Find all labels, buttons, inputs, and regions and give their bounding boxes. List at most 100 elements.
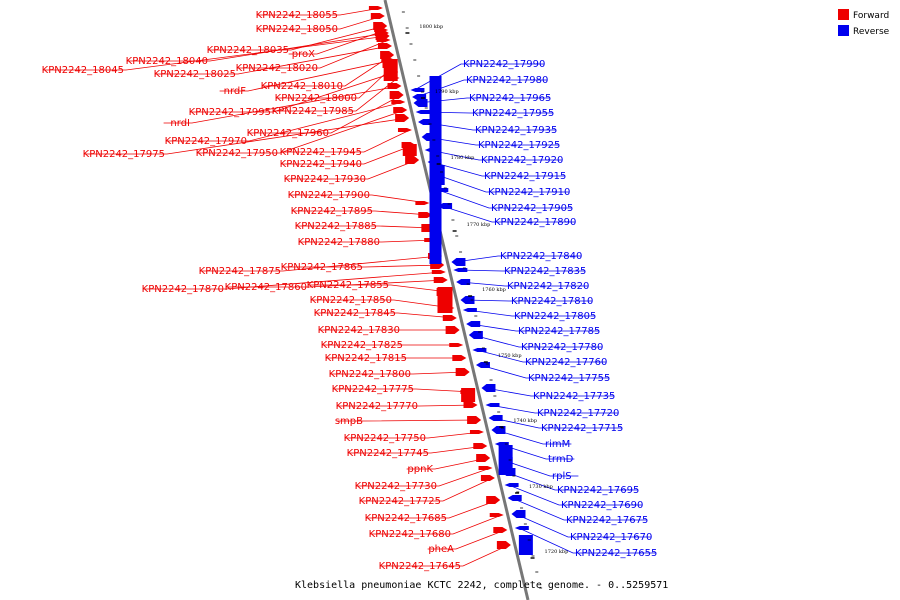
- gene-label-forward: KPN2242_17815: [325, 353, 407, 364]
- gene-label-forward: nrdI: [170, 118, 190, 129]
- gene-label-forward: pheA: [428, 544, 454, 555]
- gene-label-reverse: KPN2242_17915: [484, 171, 566, 182]
- gene-label-reverse: KPN2242_17820: [507, 281, 589, 292]
- gene-label-forward: KPN2242_17995: [189, 107, 271, 118]
- gene-arrow-forward: [467, 416, 482, 424]
- leader-line: [314, 312, 455, 319]
- gene-label-forward: KPN2242_17855: [307, 280, 389, 291]
- gene-arrow-reverse: [451, 258, 466, 266]
- gene-label-reverse: KPN2242_17955: [472, 108, 554, 119]
- gene-label-forward: KPN2242_17645: [379, 561, 461, 572]
- gene-label-forward: KPN2242_17680: [369, 529, 451, 540]
- gene-label-forward: KPN2242_17975: [83, 149, 165, 160]
- reverse-features: [410, 76, 533, 555]
- gene-block-forward: [437, 287, 453, 313]
- leader-line: [470, 323, 600, 332]
- gene-label-forward: KPN2242_17850: [310, 295, 392, 306]
- gene-arrow-forward: [418, 212, 433, 218]
- gene-label-forward: KPN2242_17845: [314, 308, 396, 319]
- gene-label-forward: KPN2242_17730: [355, 481, 437, 492]
- gene-label-forward: nrdF: [224, 86, 247, 97]
- gene-arrow-forward: [377, 43, 392, 49]
- gene-label-reverse: KPN2242_17840: [500, 251, 582, 262]
- gene-label-reverse: KPN2242_17675: [566, 515, 648, 526]
- gene-arrow-forward: [431, 270, 446, 274]
- gene-label-forward: KPN2242_17985: [272, 106, 354, 117]
- gene-arrow-forward: [380, 51, 395, 59]
- gene-arrow-reverse: [462, 308, 477, 312]
- gene-label-reverse: KPN2242_17720: [537, 408, 619, 419]
- leader-line: [355, 467, 491, 487]
- gene-arrow-reverse: [475, 362, 490, 368]
- gene-arrow-forward: [405, 156, 420, 164]
- leader-line: [479, 364, 610, 379]
- gene-label-forward: KPN2242_17770: [336, 401, 418, 412]
- gene-label-reverse: KPN2242_17735: [533, 391, 615, 402]
- gene-arrow-forward: [368, 6, 383, 10]
- genome-backbone: [383, 0, 530, 600]
- leader-line: [199, 255, 441, 272]
- gene-arrow-forward: [433, 277, 448, 283]
- scale-tick-label: 1750 kbp: [498, 353, 522, 359]
- forward-labels: KPN2242_18055 KPN2242_18050 KPN2242_18035 p…: [42, 10, 461, 572]
- leader-line: [256, 15, 383, 30]
- gene-label-reverse: KPN2242_17925: [478, 140, 560, 151]
- gene-label-forward: KPN2242_17940: [280, 159, 362, 170]
- leader-line: [441, 205, 576, 223]
- gene-label-reverse: KPN2242_17980: [466, 75, 548, 86]
- legend-label-reverse: Reverse: [853, 27, 890, 37]
- gene-arrow-forward: [480, 475, 495, 481]
- leader-line: [434, 173, 570, 193]
- leader-line: [485, 387, 615, 397]
- gene-arrow-forward: [469, 430, 484, 434]
- gene-label-forward: KPN2242_17930: [284, 174, 366, 185]
- gene-arrow-forward: [395, 114, 410, 122]
- scale-tick-label: 1760 kbp: [482, 287, 506, 293]
- leader-line: [332, 388, 473, 393]
- gene-arrow-forward: [387, 83, 402, 89]
- gene-arrow-reverse: [511, 510, 526, 518]
- gene-arrow-forward: [442, 315, 457, 321]
- gene-block-forward: [402, 144, 417, 156]
- gene-label-reverse: KPN2242_17715: [541, 423, 623, 434]
- gene-label-reverse: KPN2242_17655: [575, 548, 657, 559]
- gene-arrow-forward: [415, 201, 430, 205]
- leader-line: [189, 71, 397, 113]
- gene-arrow-forward: [486, 496, 501, 504]
- leader-line: [369, 514, 502, 535]
- gene-label-reverse: rimM: [545, 439, 570, 450]
- leader-line: [329, 371, 468, 375]
- gene-arrow-reverse: [413, 99, 428, 107]
- gene-label-forward: KPN2242_18055: [256, 10, 338, 21]
- leader-line: [455, 255, 582, 263]
- gene-arrow-forward: [496, 541, 511, 549]
- leader-line: [336, 419, 480, 422]
- gene-label-forward: KPN2242_17945: [280, 147, 362, 158]
- leader-line: [431, 161, 566, 177]
- leader-line: [295, 225, 434, 229]
- gene-arrow-forward: [476, 454, 491, 462]
- gene-label-forward: KPN2242_17960: [247, 128, 329, 139]
- leader-line: [83, 117, 408, 155]
- leader-line: [464, 299, 593, 302]
- leader-line: [163, 85, 400, 124]
- gene-label-reverse: KPN2242_17935: [475, 125, 557, 136]
- gene-label-forward: KPN2242_17950: [196, 148, 278, 159]
- gene-label-forward: smpB: [335, 416, 363, 427]
- leader-line: [428, 149, 563, 161]
- gene-label-forward: KPN2242_17860: [225, 282, 307, 293]
- gene-arrow-reverse: [488, 415, 503, 421]
- gene-label-forward: KPN2242_17745: [347, 448, 429, 459]
- leader-line: [165, 101, 404, 142]
- gene-label-reverse: KPN2242_17755: [528, 373, 610, 384]
- gene-label-forward: KPN2242_18020: [236, 63, 318, 74]
- leader-line: [280, 129, 411, 153]
- scale-tick-label: 1740 kbp: [513, 418, 537, 424]
- gene-label-reverse: KPN2242_17910: [488, 187, 570, 198]
- gene-label-reverse: rplS: [552, 471, 572, 482]
- gene-label-reverse: KPN2242_17760: [525, 357, 607, 368]
- leader-line: [347, 445, 486, 454]
- gene-label-forward: KPN2242_17870: [142, 284, 224, 295]
- gene-arrow-reverse: [468, 331, 483, 339]
- gene-label-reverse: KPN2242_17905: [491, 203, 573, 214]
